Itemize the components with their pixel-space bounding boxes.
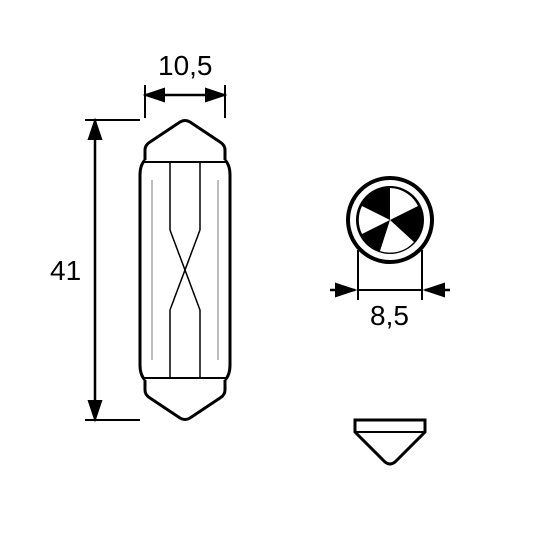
end-view (348, 178, 432, 262)
width-dimension (145, 85, 225, 118)
end-diameter-dim-label: 8,5 (370, 300, 409, 332)
cap-profile-view (355, 420, 425, 464)
height-dimension (85, 120, 140, 420)
bulb-side-view (140, 121, 230, 420)
height-dim-label: 41 (50, 255, 81, 287)
end-diameter-dimension (330, 250, 450, 300)
technical-drawing (0, 0, 550, 550)
width-dim-label: 10,5 (158, 50, 213, 82)
